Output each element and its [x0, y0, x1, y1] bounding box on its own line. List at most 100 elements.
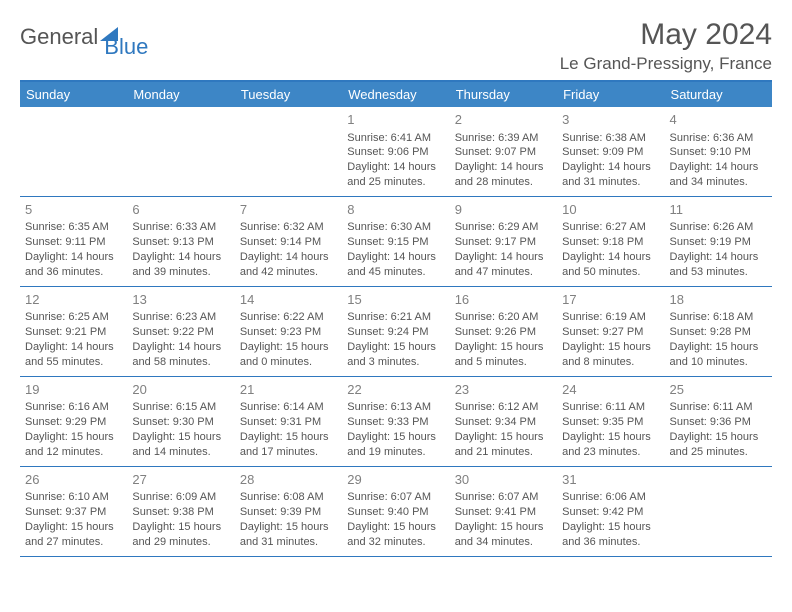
- day-cell: 30Sunrise: 6:07 AMSunset: 9:41 PMDayligh…: [450, 467, 557, 556]
- sunset-line: Sunset: 9:11 PM: [25, 235, 122, 250]
- day-cell: 11Sunrise: 6:26 AMSunset: 9:19 PMDayligh…: [665, 197, 772, 286]
- logo: General Blue: [20, 18, 148, 50]
- day-of-week-label: Thursday: [450, 82, 557, 107]
- daylight-line-2: and 31 minutes.: [562, 175, 659, 190]
- sunrise-line: Sunrise: 6:21 AM: [347, 310, 444, 325]
- day-cell: 13Sunrise: 6:23 AMSunset: 9:22 PMDayligh…: [127, 287, 234, 376]
- sunset-line: Sunset: 9:36 PM: [670, 415, 767, 430]
- day-of-week-label: Wednesday: [342, 82, 449, 107]
- day-cell: 12Sunrise: 6:25 AMSunset: 9:21 PMDayligh…: [20, 287, 127, 376]
- sunrise-line: Sunrise: 6:39 AM: [455, 131, 552, 146]
- day-cell: 5Sunrise: 6:35 AMSunset: 9:11 PMDaylight…: [20, 197, 127, 286]
- daylight-line-2: and 32 minutes.: [347, 535, 444, 550]
- sunset-line: Sunset: 9:09 PM: [562, 145, 659, 160]
- day-cell: 2Sunrise: 6:39 AMSunset: 9:07 PMDaylight…: [450, 107, 557, 196]
- day-number: 28: [240, 471, 337, 489]
- daylight-line-1: Daylight: 15 hours: [25, 430, 122, 445]
- day-number: 9: [455, 201, 552, 219]
- day-cell: 10Sunrise: 6:27 AMSunset: 9:18 PMDayligh…: [557, 197, 664, 286]
- daylight-line-1: Daylight: 14 hours: [562, 160, 659, 175]
- daylight-line-2: and 39 minutes.: [132, 265, 229, 280]
- sunset-line: Sunset: 9:21 PM: [25, 325, 122, 340]
- daylight-line-1: Daylight: 14 hours: [670, 250, 767, 265]
- day-of-week-header: SundayMondayTuesdayWednesdayThursdayFrid…: [20, 82, 772, 107]
- sunset-line: Sunset: 9:17 PM: [455, 235, 552, 250]
- sunrise-line: Sunrise: 6:22 AM: [240, 310, 337, 325]
- day-cell: 22Sunrise: 6:13 AMSunset: 9:33 PMDayligh…: [342, 377, 449, 466]
- title-block: May 2024 Le Grand-Pressigny, France: [560, 18, 772, 74]
- sunset-line: Sunset: 9:30 PM: [132, 415, 229, 430]
- daylight-line-1: Daylight: 15 hours: [25, 520, 122, 535]
- sunset-line: Sunset: 9:13 PM: [132, 235, 229, 250]
- day-cell: 20Sunrise: 6:15 AMSunset: 9:30 PMDayligh…: [127, 377, 234, 466]
- day-number: 12: [25, 291, 122, 309]
- empty-cell: [235, 107, 342, 196]
- daylight-line-2: and 55 minutes.: [25, 355, 122, 370]
- daylight-line-1: Daylight: 15 hours: [240, 520, 337, 535]
- sunrise-line: Sunrise: 6:25 AM: [25, 310, 122, 325]
- daylight-line-1: Daylight: 15 hours: [670, 430, 767, 445]
- daylight-line-1: Daylight: 15 hours: [455, 340, 552, 355]
- day-cell: 1Sunrise: 6:41 AMSunset: 9:06 PMDaylight…: [342, 107, 449, 196]
- day-number: 1: [347, 111, 444, 129]
- sunrise-line: Sunrise: 6:33 AM: [132, 220, 229, 235]
- sunset-line: Sunset: 9:23 PM: [240, 325, 337, 340]
- day-number: 8: [347, 201, 444, 219]
- sunset-line: Sunset: 9:28 PM: [670, 325, 767, 340]
- daylight-line-1: Daylight: 15 hours: [347, 430, 444, 445]
- day-number: 22: [347, 381, 444, 399]
- sunset-line: Sunset: 9:38 PM: [132, 505, 229, 520]
- day-cell: 25Sunrise: 6:11 AMSunset: 9:36 PMDayligh…: [665, 377, 772, 466]
- weeks-container: 1Sunrise: 6:41 AMSunset: 9:06 PMDaylight…: [20, 107, 772, 557]
- daylight-line-2: and 45 minutes.: [347, 265, 444, 280]
- sunset-line: Sunset: 9:35 PM: [562, 415, 659, 430]
- daylight-line-2: and 21 minutes.: [455, 445, 552, 460]
- daylight-line-2: and 36 minutes.: [562, 535, 659, 550]
- sunrise-line: Sunrise: 6:20 AM: [455, 310, 552, 325]
- sunset-line: Sunset: 9:34 PM: [455, 415, 552, 430]
- daylight-line-1: Daylight: 15 hours: [240, 340, 337, 355]
- day-number: 27: [132, 471, 229, 489]
- day-cell: 15Sunrise: 6:21 AMSunset: 9:24 PMDayligh…: [342, 287, 449, 376]
- sunset-line: Sunset: 9:27 PM: [562, 325, 659, 340]
- day-cell: 23Sunrise: 6:12 AMSunset: 9:34 PMDayligh…: [450, 377, 557, 466]
- sunset-line: Sunset: 9:19 PM: [670, 235, 767, 250]
- daylight-line-1: Daylight: 15 hours: [347, 520, 444, 535]
- daylight-line-2: and 50 minutes.: [562, 265, 659, 280]
- sunrise-line: Sunrise: 6:26 AM: [670, 220, 767, 235]
- day-of-week-label: Monday: [127, 82, 234, 107]
- daylight-line-1: Daylight: 15 hours: [562, 520, 659, 535]
- day-number: 14: [240, 291, 337, 309]
- day-number: 6: [132, 201, 229, 219]
- day-cell: 21Sunrise: 6:14 AMSunset: 9:31 PMDayligh…: [235, 377, 342, 466]
- sunrise-line: Sunrise: 6:15 AM: [132, 400, 229, 415]
- daylight-line-1: Daylight: 14 hours: [240, 250, 337, 265]
- day-of-week-label: Tuesday: [235, 82, 342, 107]
- daylight-line-1: Daylight: 14 hours: [455, 160, 552, 175]
- day-number: 20: [132, 381, 229, 399]
- day-number: 3: [562, 111, 659, 129]
- week-row: 12Sunrise: 6:25 AMSunset: 9:21 PM Dayligh…: [20, 287, 772, 377]
- sunset-line: Sunset: 9:07 PM: [455, 145, 552, 160]
- sunset-line: Sunset: 9:10 PM: [670, 145, 767, 160]
- sunrise-line: Sunrise: 6:38 AM: [562, 131, 659, 146]
- daylight-line-2: and 17 minutes.: [240, 445, 337, 460]
- sunrise-line: Sunrise: 6:10 AM: [25, 490, 122, 505]
- day-number: 29: [347, 471, 444, 489]
- sunset-line: Sunset: 9:42 PM: [562, 505, 659, 520]
- day-cell: 16Sunrise: 6:20 AMSunset: 9:26 PMDayligh…: [450, 287, 557, 376]
- daylight-line-2: and 47 minutes.: [455, 265, 552, 280]
- daylight-line-2: and 10 minutes.: [670, 355, 767, 370]
- week-row: 5Sunrise: 6:35 AMSunset: 9:11 PMDaylight…: [20, 197, 772, 287]
- month-title: May 2024: [560, 18, 772, 52]
- day-cell: 27Sunrise: 6:09 AMSunset: 9:38 PMDayligh…: [127, 467, 234, 556]
- sunrise-line: Sunrise: 6:12 AM: [455, 400, 552, 415]
- daylight-line-1: Daylight: 14 hours: [132, 340, 229, 355]
- week-row: 19Sunrise: 6:16 AMSunset: 9:29 PMDayligh…: [20, 377, 772, 467]
- day-number: 26: [25, 471, 122, 489]
- day-number: 23: [455, 381, 552, 399]
- daylight-line-2: and 12 minutes.: [25, 445, 122, 460]
- empty-cell: [20, 107, 127, 196]
- daylight-line-1: Daylight: 14 hours: [347, 160, 444, 175]
- day-number: 19: [25, 381, 122, 399]
